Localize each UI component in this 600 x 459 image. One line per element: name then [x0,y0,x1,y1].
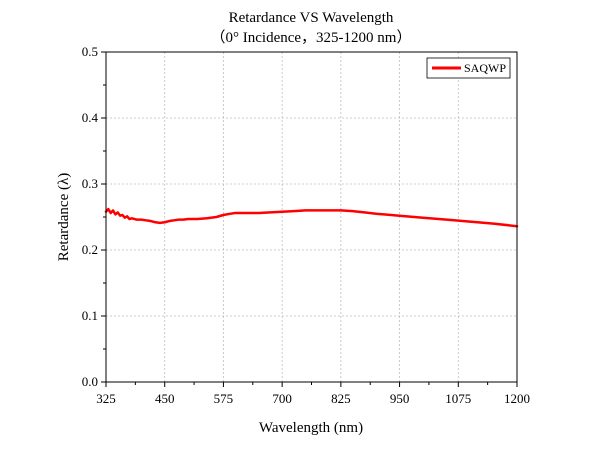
series-line-saqwp [104,207,519,228]
x-axis-label: Wavelength (nm) [259,420,363,436]
series-lines [104,207,519,228]
x-tick-label: 1075 [445,391,471,406]
legend-label-saqwp: SAQWP [464,61,506,75]
x-tick-label: 700 [272,391,292,406]
y-axis-label: Retardance (λ) [56,173,72,261]
y-tick-label: 0.2 [82,242,98,257]
y-tick-label: 0.5 [82,44,98,59]
y-tick-label: 0.3 [82,176,98,191]
y-tick-label: 0.0 [82,374,98,389]
plot-frame [105,51,518,383]
y-tick-label: 0.1 [82,308,98,323]
axis-ticks: 325 450 575 700 825 950 1075 1200 0.0 0.1 0.2 0.3 0.… [82,44,530,406]
x-tick-label: 450 [155,391,175,406]
y-tick-label: 0.4 [82,110,99,125]
x-tick-label: 1200 [504,391,530,406]
grid-lines [106,52,517,382]
x-tick-label: 825 [331,391,351,406]
legend: SAQWP [426,57,511,79]
chart-title: Retardance VS Wavelength [229,10,394,26]
x-tick-label: 950 [390,391,410,406]
legend-box [426,57,511,79]
x-tick-label: 575 [214,391,234,406]
chart-subtitle: （0° Incidence，325-1200 nm） [211,29,412,46]
x-tick-label: 325 [96,391,116,406]
